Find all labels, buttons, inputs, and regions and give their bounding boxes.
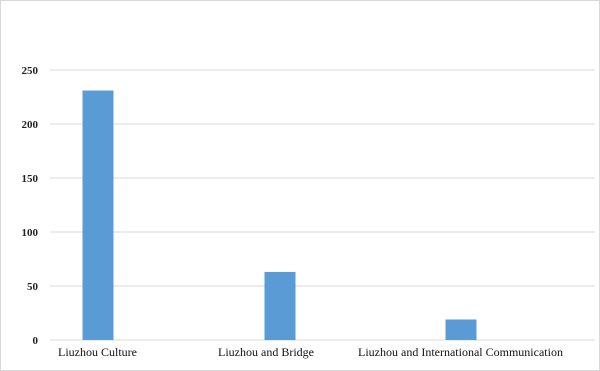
bar bbox=[82, 90, 114, 341]
x-axis-labels: Liuzhou Culture Liuzhou and Bridge Liuzhou… bbox=[58, 345, 563, 359]
bar bbox=[264, 271, 296, 340]
y-tick-label: 250 bbox=[22, 65, 39, 77]
x-category-label: Liuzhou and Bridge bbox=[218, 345, 314, 359]
bars bbox=[82, 90, 477, 341]
bar bbox=[445, 319, 477, 340]
y-tick-label: 50 bbox=[27, 281, 39, 293]
x-category-label: Liuzhou Culture bbox=[58, 345, 137, 359]
y-tick-label: 0 bbox=[33, 335, 39, 347]
y-tick-label: 100 bbox=[22, 227, 39, 239]
y-tick-label: 150 bbox=[22, 173, 39, 185]
x-category-label: Liuzhou and International Communication bbox=[358, 345, 563, 359]
y-tick-label: 200 bbox=[22, 119, 39, 131]
gridlines bbox=[50, 69, 595, 341]
y-axis-ticks: 0 50 100 150 200 250 bbox=[22, 65, 39, 347]
